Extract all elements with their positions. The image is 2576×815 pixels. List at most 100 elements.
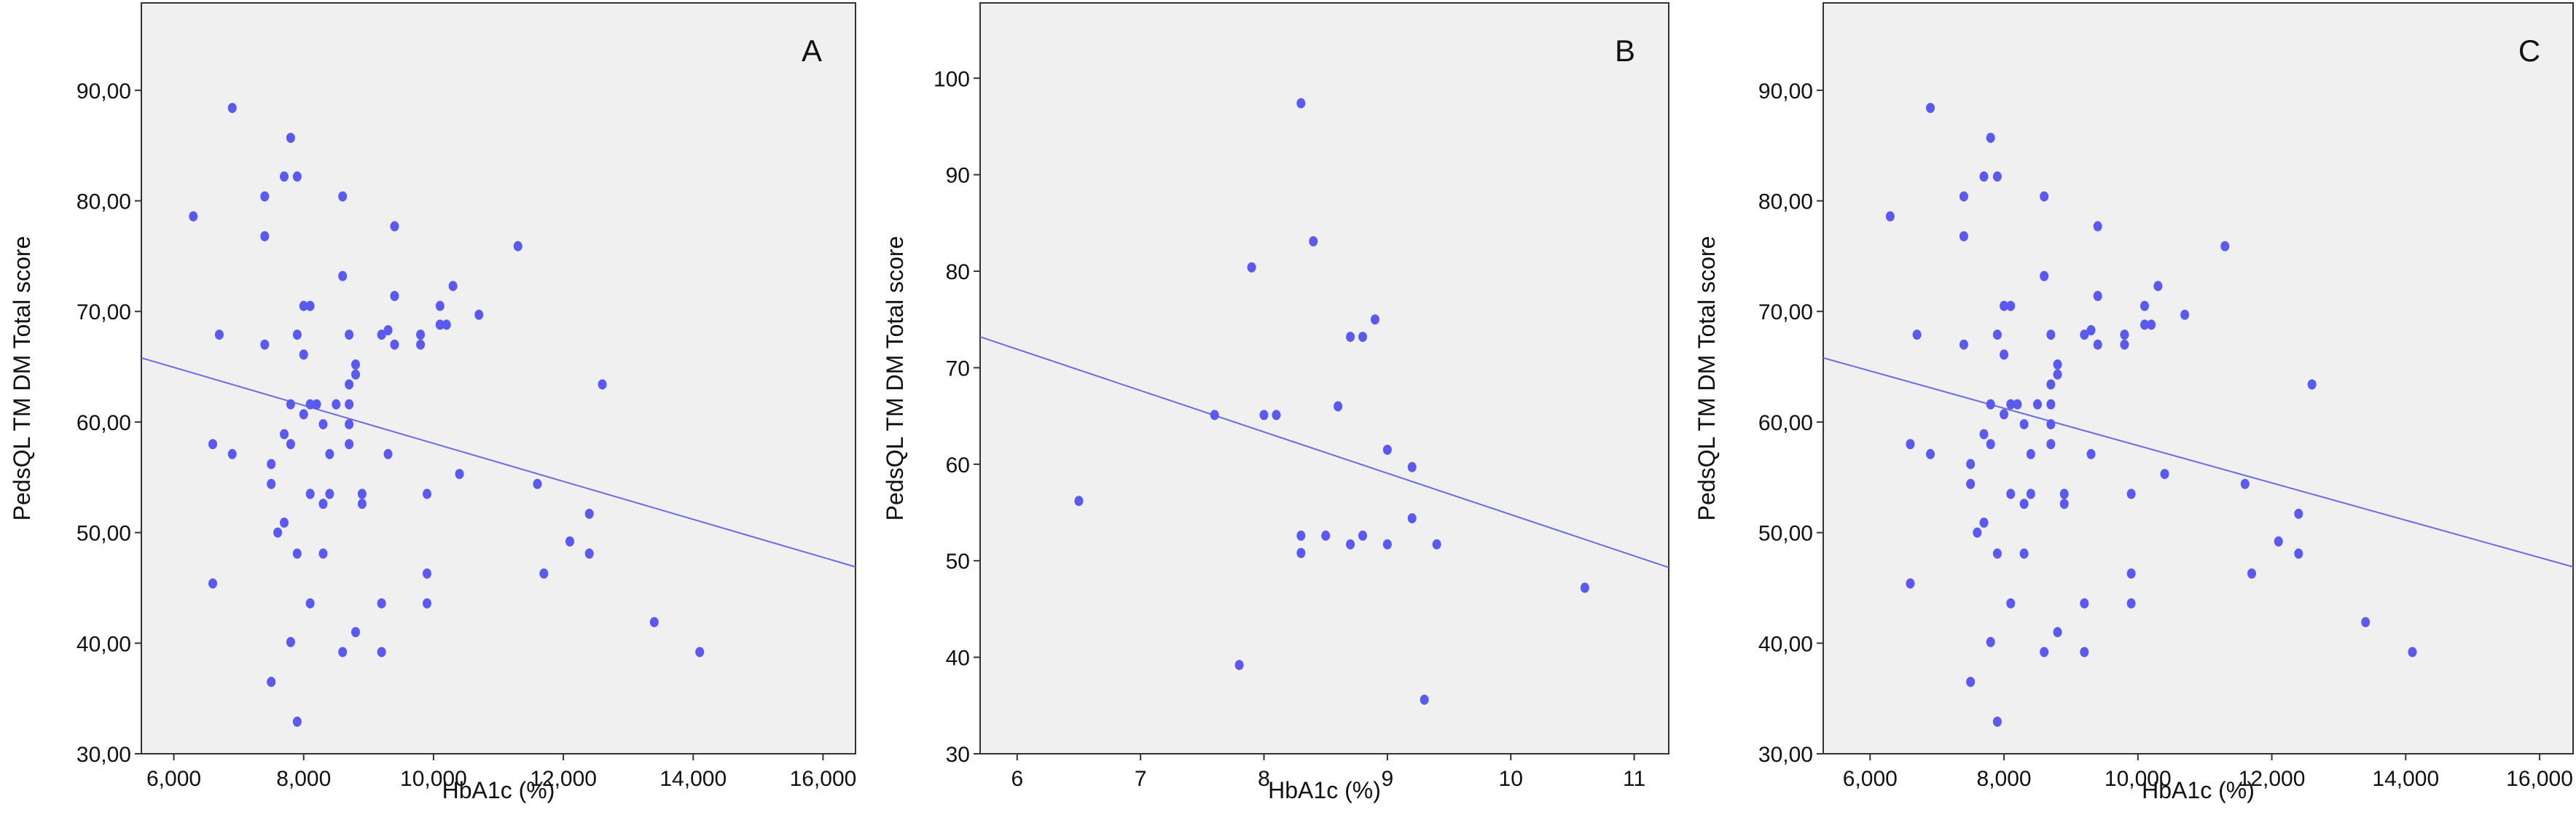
data-point [1966, 676, 1976, 687]
plot-area [1823, 2, 2574, 754]
x-tick-label: 9 [1382, 767, 1394, 791]
x-tick-label: 11 [1623, 767, 1645, 791]
data-point [292, 717, 302, 728]
data-point [325, 488, 334, 499]
x-tick-label: 8 [1258, 767, 1270, 791]
data-point [383, 448, 393, 459]
data-point [423, 568, 431, 579]
data-point [351, 369, 360, 380]
data-point [267, 676, 276, 687]
x-tick-label: 6,000 [1843, 767, 1898, 791]
data-point [214, 329, 224, 340]
data-point [442, 319, 451, 330]
x-tick-label: 16,000 [790, 767, 857, 791]
data-point [2040, 191, 2049, 202]
data-point [2247, 568, 2256, 579]
regression-line [979, 336, 1669, 569]
data-point [2000, 300, 2009, 311]
data-point [2013, 399, 2022, 410]
data-point [1407, 461, 1417, 472]
data-point [2006, 399, 2016, 410]
data-point [2046, 379, 2056, 390]
plot-area [141, 2, 856, 754]
data-point [1234, 660, 1244, 671]
data-point [227, 103, 237, 114]
data-point [2040, 647, 2049, 658]
y-tick-label: 90,00 [77, 79, 131, 104]
data-point [2026, 448, 2035, 459]
data-point [2153, 281, 2163, 292]
data-point [1334, 401, 1343, 412]
data-point [1259, 410, 1269, 421]
data-point [2019, 418, 2029, 429]
data-point [2140, 300, 2149, 311]
data-point [1959, 191, 1968, 202]
data-point [338, 647, 348, 658]
data-point [345, 379, 354, 390]
data-point [2120, 329, 2129, 340]
data-point [2033, 399, 2042, 410]
data-point [267, 459, 276, 469]
data-point [1272, 410, 1281, 421]
data-point [2093, 221, 2102, 232]
data-point [377, 329, 386, 340]
y-tick-label: 100 [933, 67, 970, 91]
y-tick-label: 80,00 [1758, 190, 1813, 214]
data-point [1986, 399, 1995, 410]
data-point [273, 527, 283, 538]
data-point [1973, 527, 1982, 538]
data-point [539, 568, 549, 579]
data-point [1912, 329, 1922, 340]
data-point [2086, 325, 2096, 336]
data-point [1926, 448, 1935, 459]
data-point [325, 448, 334, 459]
data-point [280, 171, 289, 182]
data-point [2006, 488, 2016, 499]
data-point [280, 429, 289, 440]
data-point [1296, 547, 1306, 558]
x-tick-label: 10,000 [400, 767, 467, 791]
data-point [1382, 444, 1392, 455]
data-point [345, 439, 354, 450]
x-tick-label: 6 [1011, 767, 1023, 791]
regression-line [1823, 356, 2574, 568]
x-axis-title: HbA1c (%) [1268, 777, 1381, 803]
data-point [2046, 418, 2056, 429]
data-point [377, 647, 386, 658]
data-point [513, 241, 522, 251]
plot-area [979, 2, 1669, 754]
y-tick-label: 50,00 [1758, 522, 1813, 546]
y-tick-label: 70,00 [1758, 300, 1813, 324]
data-point [1407, 512, 1417, 523]
data-point [2046, 399, 2056, 410]
y-tick-label: 40 [946, 647, 970, 671]
data-point [2040, 270, 2049, 281]
y-tick-label: 60 [946, 453, 970, 477]
y-tick-label: 70,00 [77, 300, 131, 324]
data-point [292, 171, 302, 182]
data-point [1346, 332, 1355, 343]
data-point [286, 399, 295, 410]
data-point [292, 548, 302, 559]
data-point [2120, 339, 2129, 350]
data-point [351, 627, 360, 638]
data-point [435, 300, 445, 311]
y-tick-label: 60,00 [77, 411, 131, 435]
data-point [305, 300, 315, 311]
data-point [474, 309, 484, 320]
data-point [1992, 717, 2002, 728]
data-point [2307, 379, 2317, 390]
data-point [649, 617, 659, 628]
data-point [2080, 598, 2089, 609]
data-point [2294, 548, 2303, 559]
data-point [2093, 339, 2102, 350]
x-tick-label: 10,000 [2105, 767, 2172, 791]
data-point [292, 329, 302, 340]
data-point [383, 325, 393, 336]
data-point [2053, 359, 2062, 370]
data-point [416, 329, 426, 340]
y-tick-label: 30,00 [77, 743, 131, 767]
data-point [1906, 439, 1915, 450]
data-point [2408, 647, 2417, 658]
data-point [318, 499, 328, 510]
